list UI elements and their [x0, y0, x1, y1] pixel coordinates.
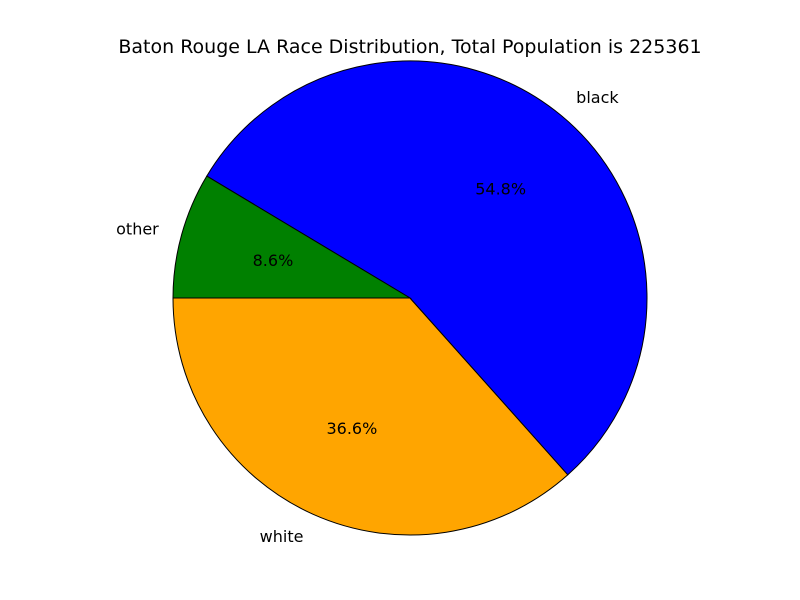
- pie-pct-label-other: 8.6%: [253, 251, 294, 270]
- pie-pct-label-black: 54.8%: [475, 179, 526, 198]
- chart-title: Baton Rouge LA Race Distribution, Total …: [118, 36, 701, 58]
- pie-slice-white: [172, 297, 569, 536]
- pie-slice-other: [172, 175, 412, 299]
- pie-category-label-white: white: [260, 527, 304, 546]
- pie-category-label-other: other: [116, 219, 159, 238]
- pie-slice-black: [206, 60, 648, 476]
- pie-category-label-black: black: [576, 88, 619, 107]
- pie-labels: 36.6% white 54.8% black 8.6% other: [116, 88, 619, 546]
- pie-pct-label-white: 36.6%: [326, 419, 377, 438]
- pie-slices: [172, 60, 648, 536]
